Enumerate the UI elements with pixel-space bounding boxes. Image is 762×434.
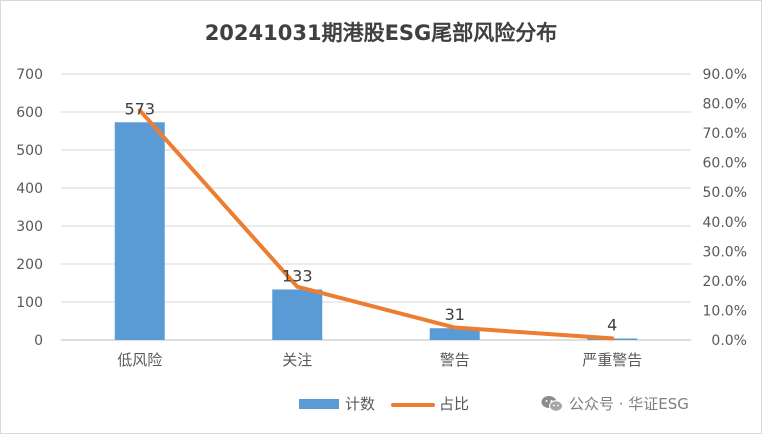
data-label: 133 [282,266,313,285]
x-tick-label: 警告 [440,351,470,369]
bar [272,289,323,340]
x-tick-label: 严重警告 [582,351,642,369]
y-tick-label: 600 [16,105,43,121]
y-tick-label: 700 [16,67,43,83]
legend-swatch-bar [299,399,339,409]
y-tick-label: 0 [34,333,43,349]
data-label: 573 [124,99,155,118]
y2-tick-label: 60.0% [703,156,747,172]
y-tick-label: 400 [16,181,43,197]
legend-label: 占比 [439,395,469,413]
y2-tick-label: 20.0% [703,274,747,290]
wechat-icon [541,395,563,412]
y-tick-label: 300 [16,219,43,235]
y2-tick-label: 30.0% [703,244,747,260]
y2-tick-label: 10.0% [703,303,747,319]
watermark: 公众号 · 华证ESG [541,393,689,414]
y-tick-label: 500 [16,143,43,159]
y2-tick-label: 0.0% [711,333,747,349]
y2-tick-label: 50.0% [703,185,747,201]
y2-tick-label: 70.0% [703,126,747,142]
watermark-text: 公众号 · 华证ESG [569,395,689,413]
y-tick-label: 100 [16,295,43,311]
data-label: 4 [607,315,617,334]
line-series [137,108,615,341]
y2-tick-label: 40.0% [703,215,747,231]
x-tick-label: 低风险 [117,351,162,369]
bar [429,328,480,340]
bar [114,122,165,340]
y2-tick-label: 80.0% [703,97,747,113]
y2-tick-label: 90.0% [703,67,747,83]
legend-label: 计数 [345,395,375,413]
data-label: 31 [445,305,465,324]
chart-title: 20241031期港股ESG尾部风险分布 [204,21,558,45]
x-tick-label: 关注 [282,351,312,369]
y-tick-label: 200 [16,257,43,273]
